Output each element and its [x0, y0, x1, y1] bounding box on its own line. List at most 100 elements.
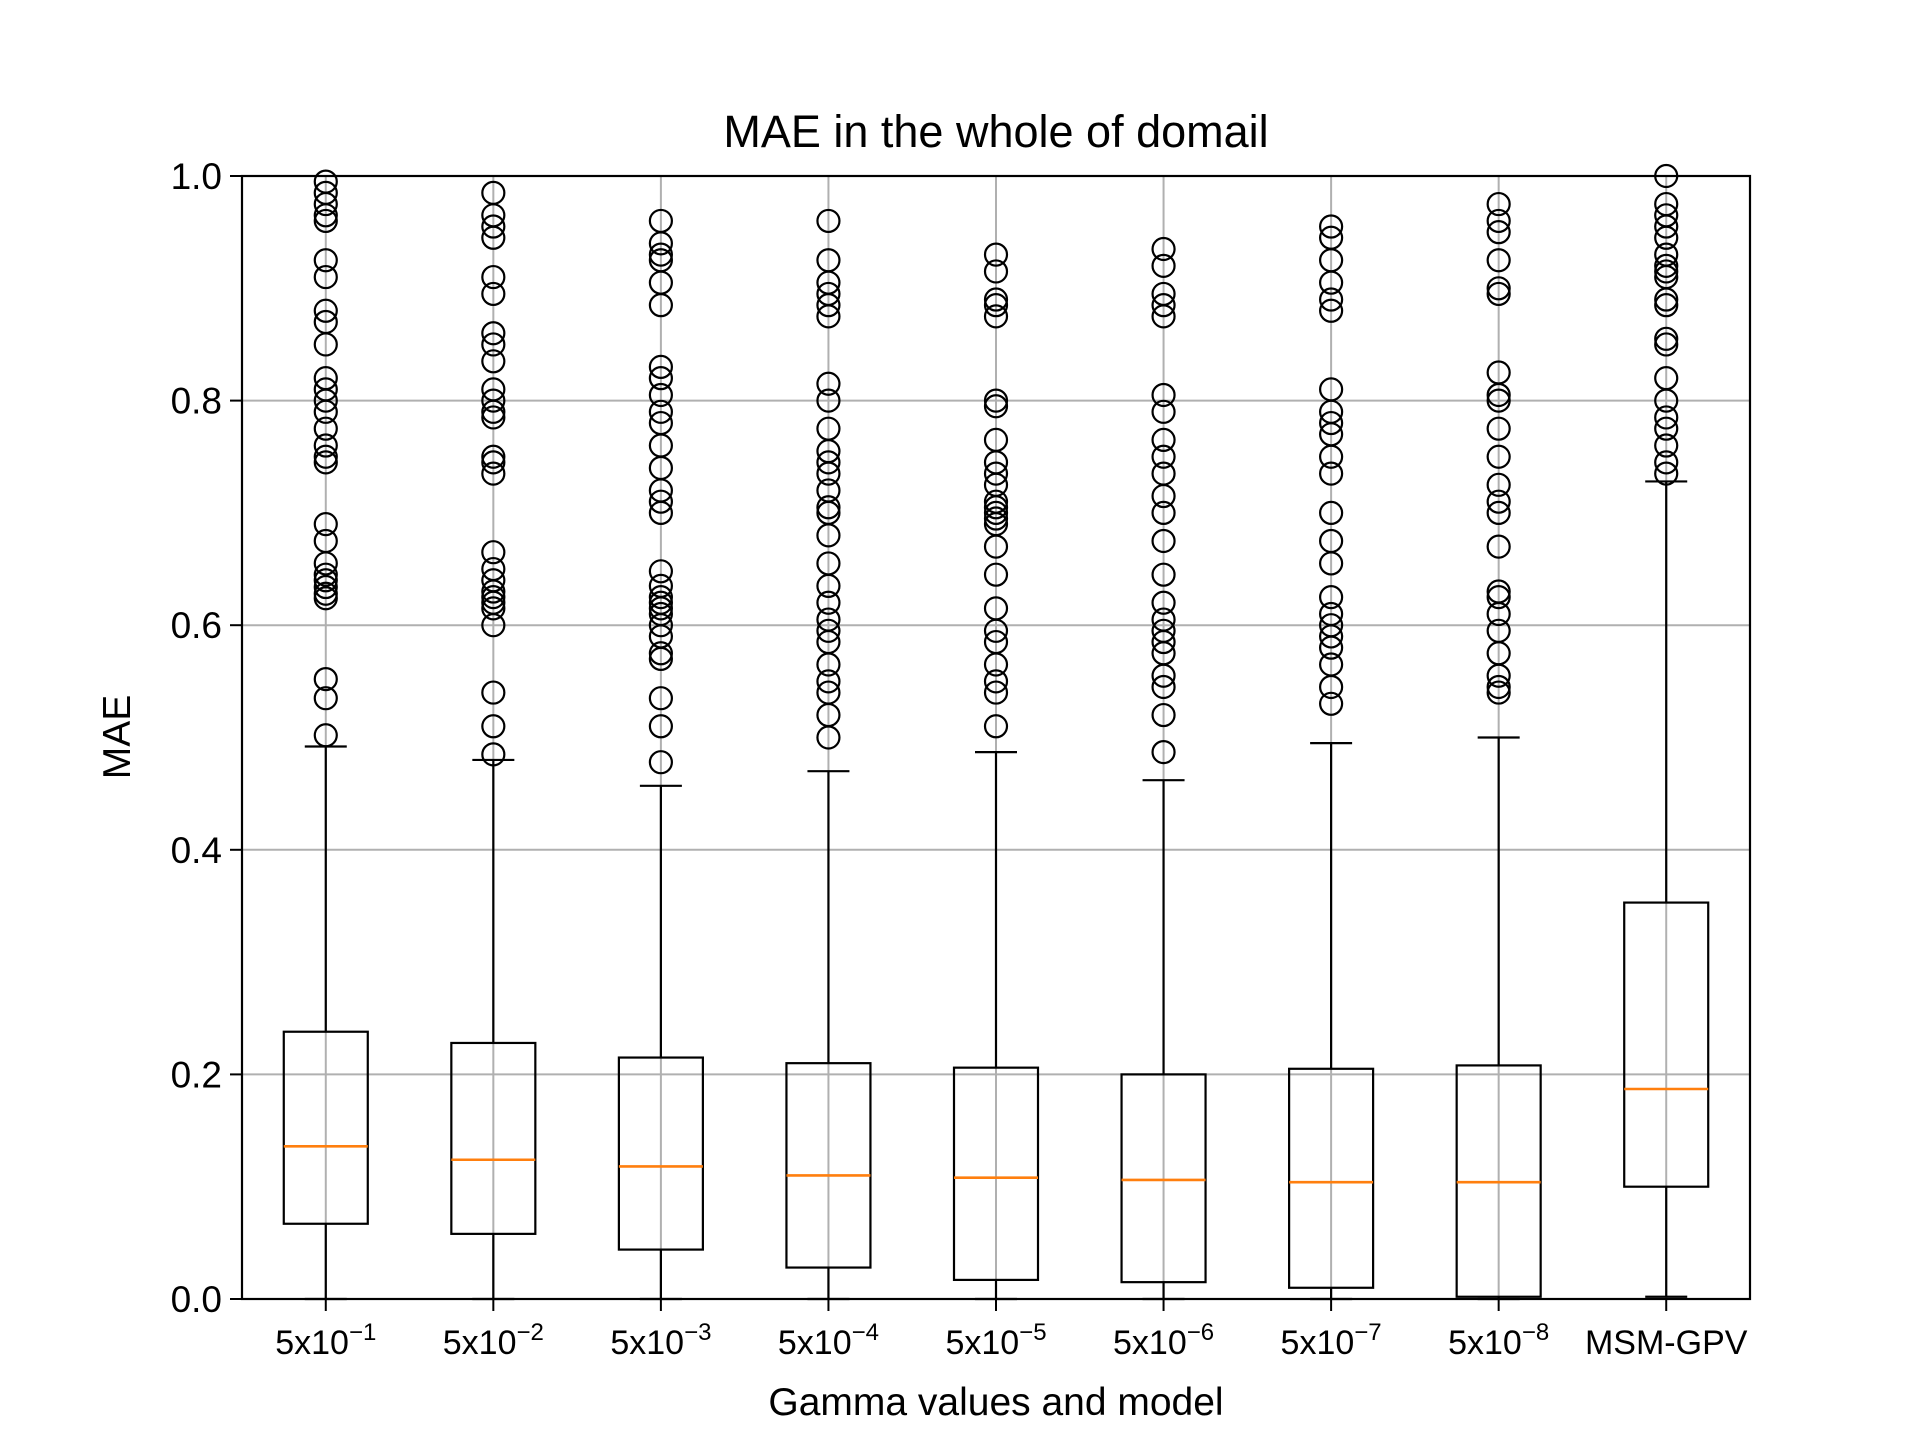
outlier-point [1654, 191, 1679, 217]
outlier-point [648, 601, 673, 627]
outlier-point [816, 590, 841, 615]
outlier-point [481, 568, 506, 593]
x-tick-label-exponent: −5 [1019, 1319, 1046, 1346]
outlier-point [1486, 416, 1511, 441]
box-iqr [617, 1056, 704, 1251]
x-tick-label-base: 5x10 [945, 1324, 1019, 1362]
outlier-point [816, 416, 841, 441]
x-tick-label-base: 5x10 [1281, 1324, 1355, 1362]
outlier-point [313, 667, 338, 692]
outlier-point [1654, 450, 1679, 475]
outlier-point [1319, 225, 1344, 250]
outlier-point [983, 714, 1009, 739]
outlier-point [983, 629, 1009, 655]
outlier-point [481, 349, 506, 374]
outlier-point [1319, 652, 1344, 677]
outlier-point [816, 607, 841, 632]
outlier-point [648, 248, 673, 273]
outlier-point [983, 293, 1009, 318]
outlier-point [481, 180, 506, 205]
outlier-point [1486, 472, 1511, 497]
outlier-point [816, 281, 841, 307]
outlier-point [1151, 739, 1176, 765]
chart-title: MAE in the whole of domail [723, 106, 1268, 157]
outlier-point [983, 394, 1009, 419]
x-axis-ticks: 5x10−1 5x10−2 5x10−3 5x10−4 5x10−5 5x10−6 5x10… [275, 1299, 1748, 1362]
x-tick-label: 5x10−1 [275, 1319, 376, 1362]
x-tick-label: 5x10−5 [945, 1319, 1046, 1362]
outlier-point [1486, 360, 1511, 385]
outlier-point [481, 556, 506, 582]
outlier-point [648, 686, 673, 711]
outlier-point [481, 214, 506, 239]
outlier-point [1654, 405, 1679, 430]
outlier-point [1654, 203, 1679, 228]
outlier-point [983, 461, 1009, 486]
outlier-point [1486, 680, 1511, 705]
box-iqr [282, 1030, 369, 1225]
outlier-point [313, 264, 338, 290]
y-tick-label: 0.0 [171, 1279, 222, 1320]
outlier-point [481, 742, 506, 767]
outlier-point [1319, 214, 1344, 239]
outlier-point [816, 371, 841, 396]
outlier-point [1486, 276, 1511, 301]
x-axis-label: Gamma values and model [768, 1381, 1223, 1424]
outlier-point [313, 450, 338, 475]
outlier-point [1151, 618, 1176, 643]
y-axis-label: MAE [96, 695, 139, 780]
outlier-point [816, 478, 841, 503]
x-tick-label-base: 5x10 [778, 1324, 852, 1362]
outlier-point [816, 208, 841, 234]
outlier-point [1319, 287, 1344, 312]
outlier-point [648, 366, 673, 391]
outlier-point [481, 377, 506, 402]
outlier-point [1151, 236, 1176, 262]
outlier-point [1486, 444, 1511, 469]
outlier-point [481, 264, 506, 290]
outlier-point [1151, 444, 1176, 469]
x-tick-label-exponent: −7 [1354, 1319, 1381, 1346]
outlier-point [1654, 259, 1679, 284]
outlier-point [983, 427, 1009, 453]
outlier-point [816, 495, 841, 520]
outlier-point [648, 585, 673, 610]
outlier-point [313, 723, 338, 748]
outlier-point [1486, 674, 1511, 700]
outlier-point [481, 714, 506, 739]
outlier-point [1151, 382, 1176, 408]
outlier-point [481, 680, 506, 705]
outlier-point [1151, 461, 1176, 486]
outlier-point [1486, 191, 1511, 217]
x-tick-label-exponent: −4 [852, 1319, 879, 1346]
outlier-point [983, 388, 1009, 413]
outlier-point [983, 500, 1009, 526]
box-iqr [1288, 1067, 1375, 1289]
outlier-point [1486, 618, 1511, 643]
x-tick-label-exponent: −8 [1522, 1319, 1549, 1346]
x-tick-label: MSM-GPV [1585, 1324, 1748, 1362]
box-iqr [450, 1041, 537, 1235]
outlier-point [983, 506, 1009, 531]
outlier-point [313, 444, 338, 469]
box-series-item [450, 180, 537, 1301]
outlier-point [481, 332, 506, 357]
outlier-point [648, 208, 673, 234]
x-tick-label: 5x10−3 [610, 1319, 711, 1362]
x-tick-label-base: 5x10 [275, 1324, 349, 1362]
outlier-point [481, 405, 506, 430]
outlier-point [313, 686, 338, 711]
outlier-point [648, 354, 673, 380]
outlier-point [816, 388, 841, 413]
y-tick-label: 1.0 [171, 156, 222, 197]
outlier-point [1151, 281, 1176, 307]
outlier-point [816, 551, 841, 576]
outlier-point [1319, 410, 1344, 436]
outlier-point [481, 585, 506, 610]
outlier-point [1151, 500, 1176, 526]
outlier-point [816, 680, 841, 705]
outlier-point [481, 461, 506, 486]
outlier-point [313, 248, 338, 273]
y-axis-ticks: 0.0 0.2 0.4 0.6 0.8 1.0 [171, 156, 242, 1320]
